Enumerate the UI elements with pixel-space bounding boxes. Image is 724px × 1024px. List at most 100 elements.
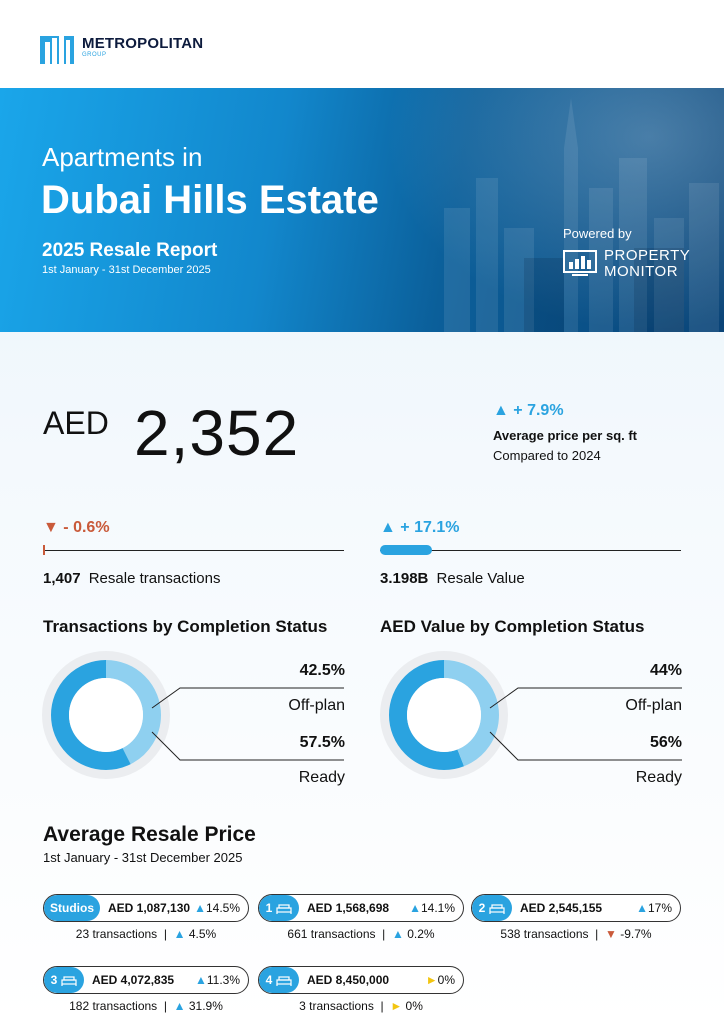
provider-line2: MONITOR	[604, 263, 679, 280]
donut-offplan-segment	[389, 660, 499, 770]
report-title: 2025 Resale Report	[42, 240, 218, 261]
transactions-change: 31.9%	[188, 999, 223, 1013]
banner-title-line1: Apartments in	[42, 142, 203, 172]
avg-price-label: Average price per sq. ft	[493, 428, 638, 443]
donut-offplan-segment	[51, 660, 161, 770]
separator: |	[595, 927, 599, 941]
property-monitor-logo[interactable]: PROPERTY MONITOR	[563, 248, 690, 280]
bed-icon	[276, 903, 292, 914]
triangle-up-icon: ▲	[173, 999, 186, 1013]
tx-ready-label: Ready	[298, 769, 345, 786]
triangle-up-icon: ▲	[409, 901, 421, 915]
triangle-up-icon: ▲	[194, 901, 206, 915]
bedroom-price-pill[interactable]: 3 AED 4,072,835 ▲11.3%	[43, 966, 249, 994]
tx-offplan-label: Off-plan	[288, 697, 345, 714]
bedroom-count: 2	[478, 901, 486, 915]
compared-label: Compared to 2024	[493, 448, 601, 463]
bedroom-count: 4	[265, 973, 273, 987]
offplan-leader-line	[151, 687, 344, 709]
transactions-word: transactions	[309, 999, 374, 1013]
donut-hole	[69, 678, 143, 752]
bedroom-price-change: ▲17%	[636, 901, 672, 915]
logo-name: METROPOLITAN	[82, 34, 204, 52]
completion-value-chart	[380, 651, 682, 779]
bedroom-transactions: 538 transactions | ▼ -9.7%	[471, 927, 681, 941]
transactions-word: transactions	[92, 927, 158, 941]
metropolitan-logo[interactable]: METROPOLITAN GROUP	[40, 30, 203, 64]
logo-sub: GROUP	[82, 51, 107, 58]
building-logo-icon	[40, 32, 74, 64]
bedroom-avg-price: AED 2,545,155	[520, 901, 603, 915]
skyline-illustration	[444, 98, 719, 332]
price-change: ▲ + 7.9%	[493, 402, 564, 419]
resale-value-change-bar	[380, 545, 432, 555]
transactions-count: 3	[299, 999, 306, 1013]
separator: |	[163, 999, 167, 1013]
triangle-down-icon: ▼	[43, 519, 59, 536]
resale-value-change: ▲ + 17.1%	[380, 519, 460, 536]
value-offplan-pct: 44%	[649, 662, 682, 679]
header-bar	[0, 0, 724, 88]
currency-label: AED	[43, 405, 109, 441]
transactions-divider	[43, 550, 344, 551]
bedroom-avg-price: AED 1,087,130	[108, 901, 191, 915]
separator: |	[163, 927, 167, 941]
transactions-change: -9.7%	[620, 927, 652, 941]
bedroom-price-pill[interactable]: Studios AED 1,087,130 ▲14.5%	[43, 894, 249, 922]
transactions-word: transactions	[310, 927, 376, 941]
transactions-count: 23	[75, 927, 90, 941]
report-dates: 1st January - 31st December 2025	[42, 264, 211, 276]
transactions-change: ▼ - 0.6%	[43, 519, 110, 536]
triangle-right-icon: ►	[390, 999, 403, 1013]
completion-value-title: AED Value by Completion Status	[380, 617, 645, 636]
triangle-up-icon: ▲	[380, 519, 396, 536]
bedroom-avg-price: AED 1,568,698	[307, 901, 390, 915]
donut-hole	[407, 678, 481, 752]
bedroom-tag: 1	[259, 895, 299, 921]
bedroom-price-change: ►0%	[425, 973, 455, 987]
bed-icon	[276, 975, 292, 986]
monitor-chart-icon	[563, 250, 597, 276]
bed-icon	[61, 975, 77, 986]
value-ready-pct: 56%	[649, 734, 682, 751]
resale-value-divider	[380, 550, 681, 551]
resale-value-stat: 3.198B Resale Value	[380, 570, 525, 587]
separator: |	[382, 927, 386, 941]
value-ready-label: Ready	[635, 769, 682, 786]
transactions-change: 0%	[405, 999, 423, 1013]
triangle-up-icon: ▲	[173, 927, 186, 941]
tx-ready-pct: 57.5%	[299, 734, 345, 751]
bed-icon	[489, 903, 505, 914]
provider-line1: PROPERTY	[604, 247, 691, 264]
triangle-up-icon: ▲	[493, 402, 509, 419]
bedroom-tag: 2	[472, 895, 512, 921]
bedroom-price-pill[interactable]: 2 AED 2,545,155 ▲17%	[471, 894, 681, 922]
bedroom-transactions: 182 transactions | ▲ 31.9%	[43, 999, 249, 1013]
bedroom-tag: 3	[44, 967, 84, 993]
bedroom-avg-price: AED 4,072,835	[92, 973, 175, 987]
average-resale-title: Average Resale Price	[43, 823, 256, 846]
triangle-up-icon: ▲	[194, 973, 207, 987]
triangle-up-icon: ▲	[636, 901, 648, 915]
bedroom-transactions: 661 transactions | ▲ 0.2%	[258, 927, 464, 941]
bedroom-price-change: ▲11.3%	[194, 973, 240, 987]
bedroom-count: 1	[265, 901, 273, 915]
hero-banner: Apartments in Dubai Hills Estate 2025 Re…	[0, 88, 724, 332]
completion-tx-chart	[42, 651, 344, 779]
transactions-label: Resale transactions	[88, 570, 221, 587]
bedroom-price-pill[interactable]: 1 AED 1,568,698 ▲14.1%	[258, 894, 464, 922]
bedroom-tag: 4	[259, 967, 299, 993]
transactions-change: 4.5%	[188, 927, 217, 941]
bedroom-price-pill[interactable]: 4 AED 8,450,000 ►0%	[258, 966, 464, 994]
tx-offplan-pct: 42.5%	[299, 662, 345, 679]
bedroom-price-change: ▲14.1%	[409, 901, 455, 915]
transactions-count: 182	[69, 999, 90, 1013]
ready-leader-line	[151, 731, 344, 761]
triangle-right-icon: ►	[425, 973, 438, 987]
bedroom-transactions: 23 transactions | ▲ 4.5%	[43, 927, 249, 941]
bedroom-count: 3	[50, 973, 58, 987]
transactions-count: 538	[500, 927, 521, 941]
average-resale-dates: 1st January - 31st December 2025	[43, 850, 243, 865]
powered-by-label: Powered by	[563, 226, 632, 241]
transactions-value: 1,407	[43, 570, 81, 587]
